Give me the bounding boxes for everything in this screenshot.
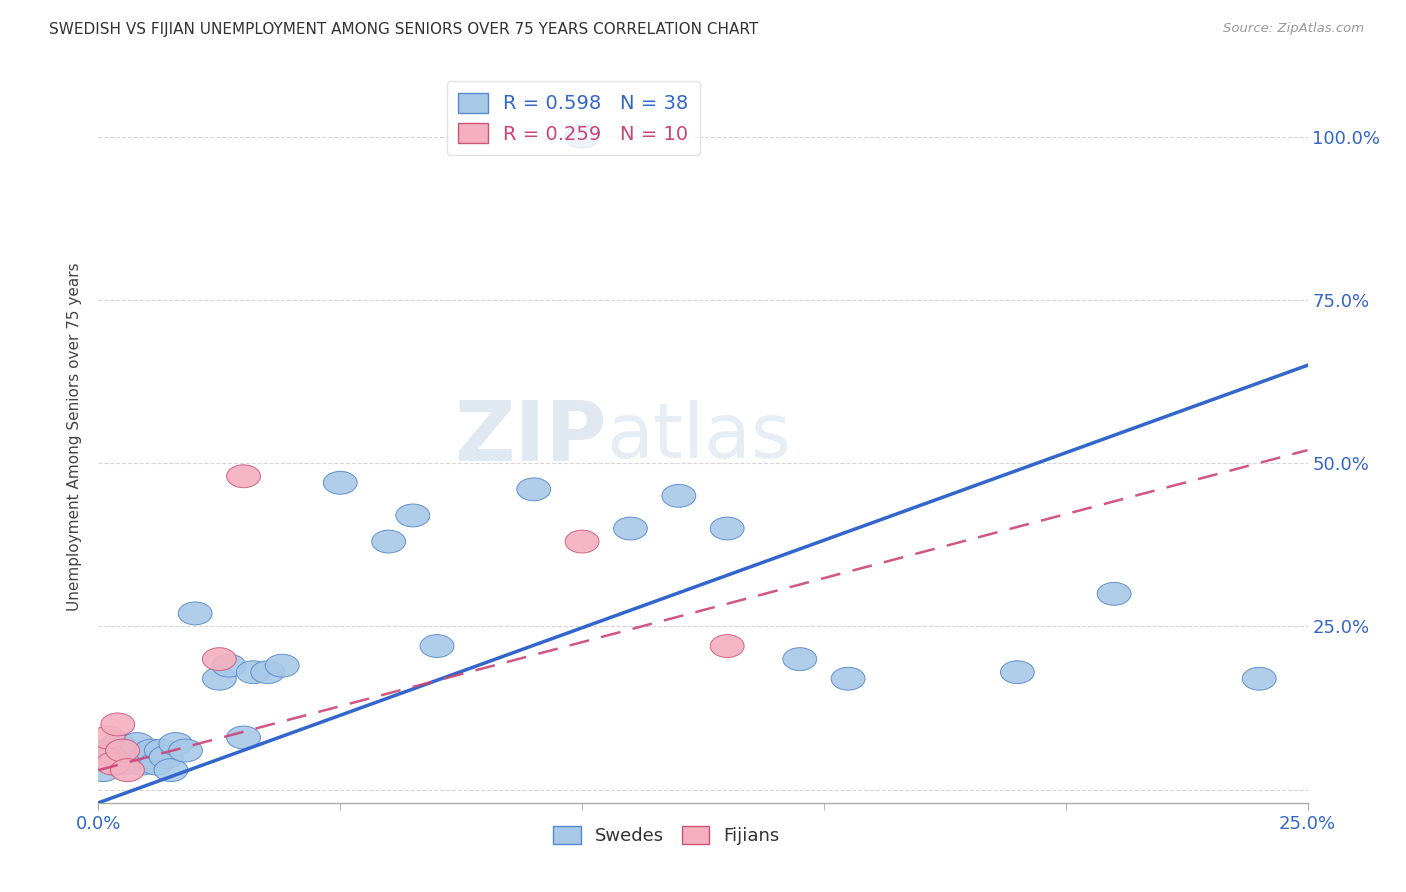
Ellipse shape <box>323 471 357 494</box>
Ellipse shape <box>783 648 817 671</box>
Text: ZIP: ZIP <box>454 397 606 477</box>
Ellipse shape <box>96 752 129 775</box>
Ellipse shape <box>96 746 129 769</box>
Ellipse shape <box>139 752 173 775</box>
Ellipse shape <box>236 661 270 683</box>
Ellipse shape <box>135 739 169 762</box>
Ellipse shape <box>1097 582 1130 606</box>
Ellipse shape <box>565 125 599 148</box>
Ellipse shape <box>179 602 212 624</box>
Ellipse shape <box>396 504 430 527</box>
Ellipse shape <box>101 713 135 736</box>
Ellipse shape <box>662 484 696 508</box>
Ellipse shape <box>105 739 139 762</box>
Ellipse shape <box>149 746 183 769</box>
Ellipse shape <box>202 648 236 671</box>
Ellipse shape <box>86 746 120 769</box>
Ellipse shape <box>169 739 202 762</box>
Ellipse shape <box>1001 661 1035 683</box>
Text: atlas: atlas <box>606 401 792 474</box>
Ellipse shape <box>115 746 149 769</box>
Ellipse shape <box>120 732 155 756</box>
Ellipse shape <box>710 634 744 657</box>
Ellipse shape <box>101 732 135 756</box>
Ellipse shape <box>371 530 405 553</box>
Text: Source: ZipAtlas.com: Source: ZipAtlas.com <box>1223 22 1364 36</box>
Ellipse shape <box>202 667 236 690</box>
Ellipse shape <box>517 478 551 500</box>
Ellipse shape <box>159 732 193 756</box>
Ellipse shape <box>565 530 599 553</box>
Ellipse shape <box>91 739 125 762</box>
Ellipse shape <box>129 746 163 769</box>
Ellipse shape <box>105 752 139 775</box>
Ellipse shape <box>145 739 179 762</box>
Ellipse shape <box>125 752 159 775</box>
Y-axis label: Unemployment Among Seniors over 75 years: Unemployment Among Seniors over 75 years <box>67 263 83 611</box>
Ellipse shape <box>420 634 454 657</box>
Ellipse shape <box>226 726 260 749</box>
Text: SWEDISH VS FIJIAN UNEMPLOYMENT AMONG SENIORS OVER 75 YEARS CORRELATION CHART: SWEDISH VS FIJIAN UNEMPLOYMENT AMONG SEN… <box>49 22 758 37</box>
Ellipse shape <box>91 726 125 749</box>
Ellipse shape <box>155 759 188 781</box>
Ellipse shape <box>111 739 145 762</box>
Ellipse shape <box>266 654 299 677</box>
Ellipse shape <box>111 759 145 781</box>
Ellipse shape <box>831 667 865 690</box>
Legend: Swedes, Fijians: Swedes, Fijians <box>547 819 787 852</box>
Ellipse shape <box>710 517 744 540</box>
Ellipse shape <box>212 654 246 677</box>
Ellipse shape <box>613 517 647 540</box>
Ellipse shape <box>250 661 284 683</box>
Ellipse shape <box>226 465 260 488</box>
Ellipse shape <box>1243 667 1277 690</box>
Ellipse shape <box>86 759 120 781</box>
